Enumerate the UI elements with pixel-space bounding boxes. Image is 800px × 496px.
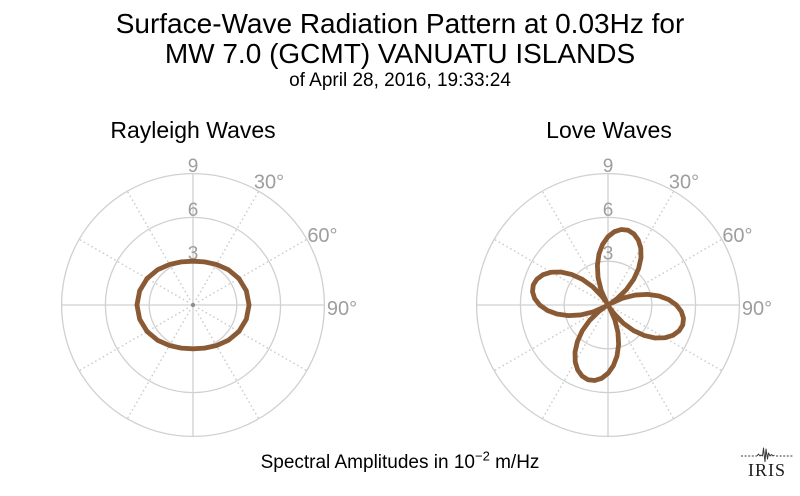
polar-dotted-radial-150 xyxy=(610,309,675,420)
angle-tick-label-90: 90° xyxy=(327,298,357,320)
caption-text-after: m/Hz xyxy=(489,452,540,473)
rayleigh-polar-chart: 3 6 9 30° 60° 90° xyxy=(60,156,357,438)
page-title-line2: MW 7.0 (GCMT) VANUATU ISLANDS xyxy=(164,38,636,69)
polar-dotted-radial-60 xyxy=(197,238,308,303)
radial-tick-label-3: 3 xyxy=(603,244,614,265)
angle-tick-label-90: 90° xyxy=(742,298,772,320)
love-polar-chart: 3 6 9 30° 60° 90° xyxy=(475,156,772,438)
angle-tick-label-60: 60° xyxy=(307,225,337,247)
title-block: Surface-Wave Radiation Pattern at 0.03Hz… xyxy=(0,8,800,92)
polar-dotted-radial-210 xyxy=(541,309,606,420)
angle-tick-label-30: 30° xyxy=(669,172,699,194)
iris-logo: IRIS xyxy=(740,444,794,479)
polar-dotted-radial-240 xyxy=(78,307,189,372)
polar-dotted-radial-150 xyxy=(195,309,260,420)
rayleigh-radiation-pattern xyxy=(134,258,252,352)
radial-tick-label-3: 3 xyxy=(188,244,199,265)
radial-tick-label-6: 6 xyxy=(188,200,199,221)
polar-dotted-radial-300 xyxy=(493,238,604,303)
radial-tick-label-9: 9 xyxy=(188,156,199,177)
polar-dotted-radial-30 xyxy=(195,190,260,301)
seismogram-icon xyxy=(741,447,793,462)
polar-dotted-radial-30 xyxy=(610,190,675,301)
angle-tick-label-60: 60° xyxy=(722,225,752,247)
radial-tick-label-9: 9 xyxy=(603,156,614,177)
iris-logo-text: IRIS xyxy=(747,460,786,480)
rayleigh-plot-title: Rayleigh Waves xyxy=(110,117,276,143)
polar-dotted-radial-300 xyxy=(78,238,189,303)
polar-dotted-radial-120 xyxy=(197,307,308,372)
caption-text-before: Spectral Amplitudes in 10 xyxy=(260,452,475,473)
caption: Spectral Amplitudes in 10−2 m/Hz xyxy=(0,448,800,475)
polar-dotted-radial-330 xyxy=(126,190,191,301)
angle-tick-label-30: 30° xyxy=(254,172,284,194)
polar-dotted-radial-120 xyxy=(612,307,723,372)
polar-dotted-radial-330 xyxy=(541,190,606,301)
love-plot-title: Love Waves xyxy=(546,117,672,143)
page-title-line1: Surface-Wave Radiation Pattern at 0.03Hz… xyxy=(115,8,685,39)
page-subtitle: of April 28, 2016, 19:33:24 xyxy=(289,70,511,91)
polar-dotted-radial-210 xyxy=(126,309,191,420)
polar-center-dot xyxy=(190,302,196,308)
love-radiation-pattern xyxy=(530,227,686,383)
radial-tick-label-6: 6 xyxy=(603,200,614,221)
caption-exponent: −2 xyxy=(474,448,490,464)
polar-dotted-radial-240 xyxy=(493,307,604,372)
polar-dotted-radial-60 xyxy=(612,238,723,303)
